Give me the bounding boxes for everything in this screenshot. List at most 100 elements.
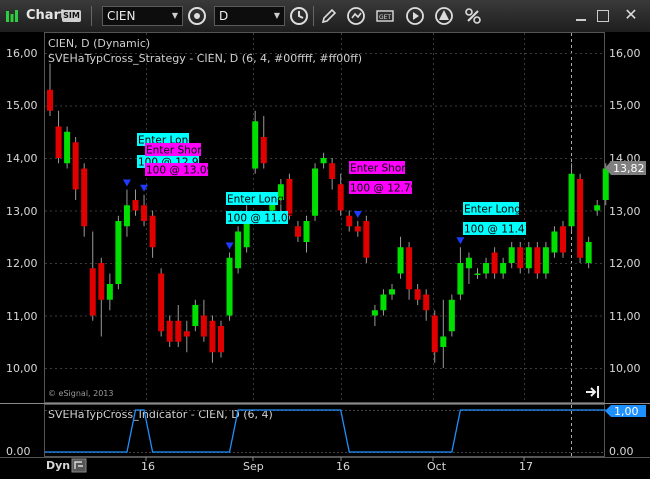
toolbar: Chart SIM CIEN ▼ D ▼ GET <box>0 0 650 33</box>
clock-icon[interactable] <box>288 5 310 27</box>
dyn-label[interactable]: Dyn <box>46 459 70 472</box>
signal-label-bg <box>145 143 201 156</box>
candle-body <box>72 142 79 190</box>
candle-body <box>448 299 455 332</box>
y-tick-right: 12,00 <box>609 257 641 270</box>
candle-body <box>346 215 353 227</box>
candle-body <box>354 226 361 232</box>
candle-body <box>508 247 515 263</box>
y-tick-left: 14,00 <box>6 152 38 165</box>
refresh-icon[interactable] <box>345 5 367 27</box>
candle-body <box>585 242 592 263</box>
y-tick-right: 11,00 <box>609 310 641 323</box>
signal-fill: 100 @ 12.79 <box>350 183 417 195</box>
x-tick: 16 <box>336 460 350 473</box>
signal-markers <box>122 179 465 250</box>
last-price-tag: 13,82 <box>605 161 646 175</box>
candle-body <box>534 247 541 274</box>
candle-body <box>286 179 293 216</box>
signal-fill-bg <box>145 163 208 176</box>
chevron-down-icon[interactable]: ▼ <box>273 11 280 20</box>
toolbar-divider <box>91 6 92 26</box>
indicator-pane-title: SVEHaTypCross_Indicator - CIEN, D (6, 4) <box>48 408 273 421</box>
get-data-icon[interactable]: GET <box>374 5 396 27</box>
signal-label-group: Enter Long 100 @ 11.41 <box>463 202 531 236</box>
x-tick: Sep <box>243 460 264 473</box>
candle-body <box>243 215 250 248</box>
candle-body <box>500 263 507 274</box>
candle-body <box>235 231 242 269</box>
candle-body <box>363 221 370 258</box>
indicator-tick-right: 0.00 <box>609 445 634 458</box>
x-tick: Oct <box>427 460 447 473</box>
candle-body <box>303 221 310 242</box>
dyn-toggle-icon[interactable] <box>71 458 87 473</box>
indicator-value-tag: 1,00 <box>605 405 646 418</box>
candle-body <box>175 320 182 342</box>
signal-marker-long <box>225 242 234 250</box>
y-tick-right: 10,00 <box>609 362 641 375</box>
symbol-value: CIEN <box>107 9 136 23</box>
toolbar-divider <box>313 6 314 26</box>
chevron-down-icon[interactable]: ▼ <box>171 11 178 20</box>
interval-value: D <box>219 9 229 23</box>
signal-label: Enter Long <box>227 194 284 206</box>
play-icon[interactable] <box>404 5 426 27</box>
candle-body <box>397 247 404 274</box>
y-tick-right: 15,00 <box>609 99 641 112</box>
interval-input[interactable]: D ▼ <box>214 6 285 26</box>
symbol-input[interactable]: CIEN ▼ <box>102 6 183 26</box>
signal-fill-bg <box>226 211 288 224</box>
y-tick-left: 10,00 <box>6 362 38 375</box>
candle-body <box>89 268 96 316</box>
pencil-icon[interactable] <box>318 5 340 27</box>
candle-body <box>115 221 122 284</box>
candle-body <box>431 315 438 353</box>
candle-body <box>312 168 319 216</box>
candle-body <box>568 173 575 227</box>
symbol-link-icon[interactable] <box>186 5 208 27</box>
indicator-line <box>45 409 606 453</box>
x-tick: 16 <box>141 460 155 473</box>
price-axis-left: 16,00 15,00 14,00 13,00 12,00 11,00 10,0… <box>6 47 38 375</box>
candle-body <box>81 168 88 227</box>
candle-body <box>149 215 156 248</box>
signal-label-group: Enter Short 100 @ 13.09 <box>145 143 213 177</box>
candle-body <box>132 200 139 211</box>
candle-body <box>252 121 259 169</box>
indicator-tick-left: 0.00 <box>6 445 31 458</box>
tools-icon[interactable] <box>462 5 484 27</box>
last-price-value: 13,82 <box>613 162 645 175</box>
signal-marker-short <box>353 211 362 218</box>
candle-body <box>47 89 53 111</box>
alert-icon[interactable] <box>433 5 455 27</box>
candle-body <box>158 273 165 332</box>
signal-fill: 100 @ 11.41 <box>464 224 531 236</box>
candle-body <box>226 257 233 316</box>
signal-fill-bg <box>463 222 526 235</box>
signal-label-bg <box>349 161 405 174</box>
maximize-button[interactable] <box>596 9 610 23</box>
candle-body <box>371 310 378 316</box>
close-button[interactable]: ✕ <box>624 5 638 24</box>
candle-body <box>141 205 148 221</box>
copyright-label: © eSignal, 2013 <box>48 389 113 398</box>
candle-body <box>192 305 199 326</box>
candle-body <box>525 247 532 269</box>
candle-body <box>269 200 276 211</box>
svg-text:GET: GET <box>379 14 391 21</box>
candle-body <box>200 315 207 337</box>
minimize-button[interactable] <box>574 9 588 23</box>
window-title: Chart <box>26 8 67 23</box>
candle-body <box>123 205 130 227</box>
candle-body <box>406 247 413 290</box>
signal-fill: 100 @ 13.09 <box>146 165 213 177</box>
candle-body <box>329 163 336 179</box>
candle-body <box>106 284 113 300</box>
candle-body <box>55 126 62 158</box>
scroll-to-end-icon[interactable] <box>586 386 599 398</box>
chart-area[interactable]: 16,00 15,00 14,00 13,00 12,00 11,00 10,0… <box>0 32 650 479</box>
candle-body <box>294 226 301 237</box>
candle-body <box>277 184 284 200</box>
